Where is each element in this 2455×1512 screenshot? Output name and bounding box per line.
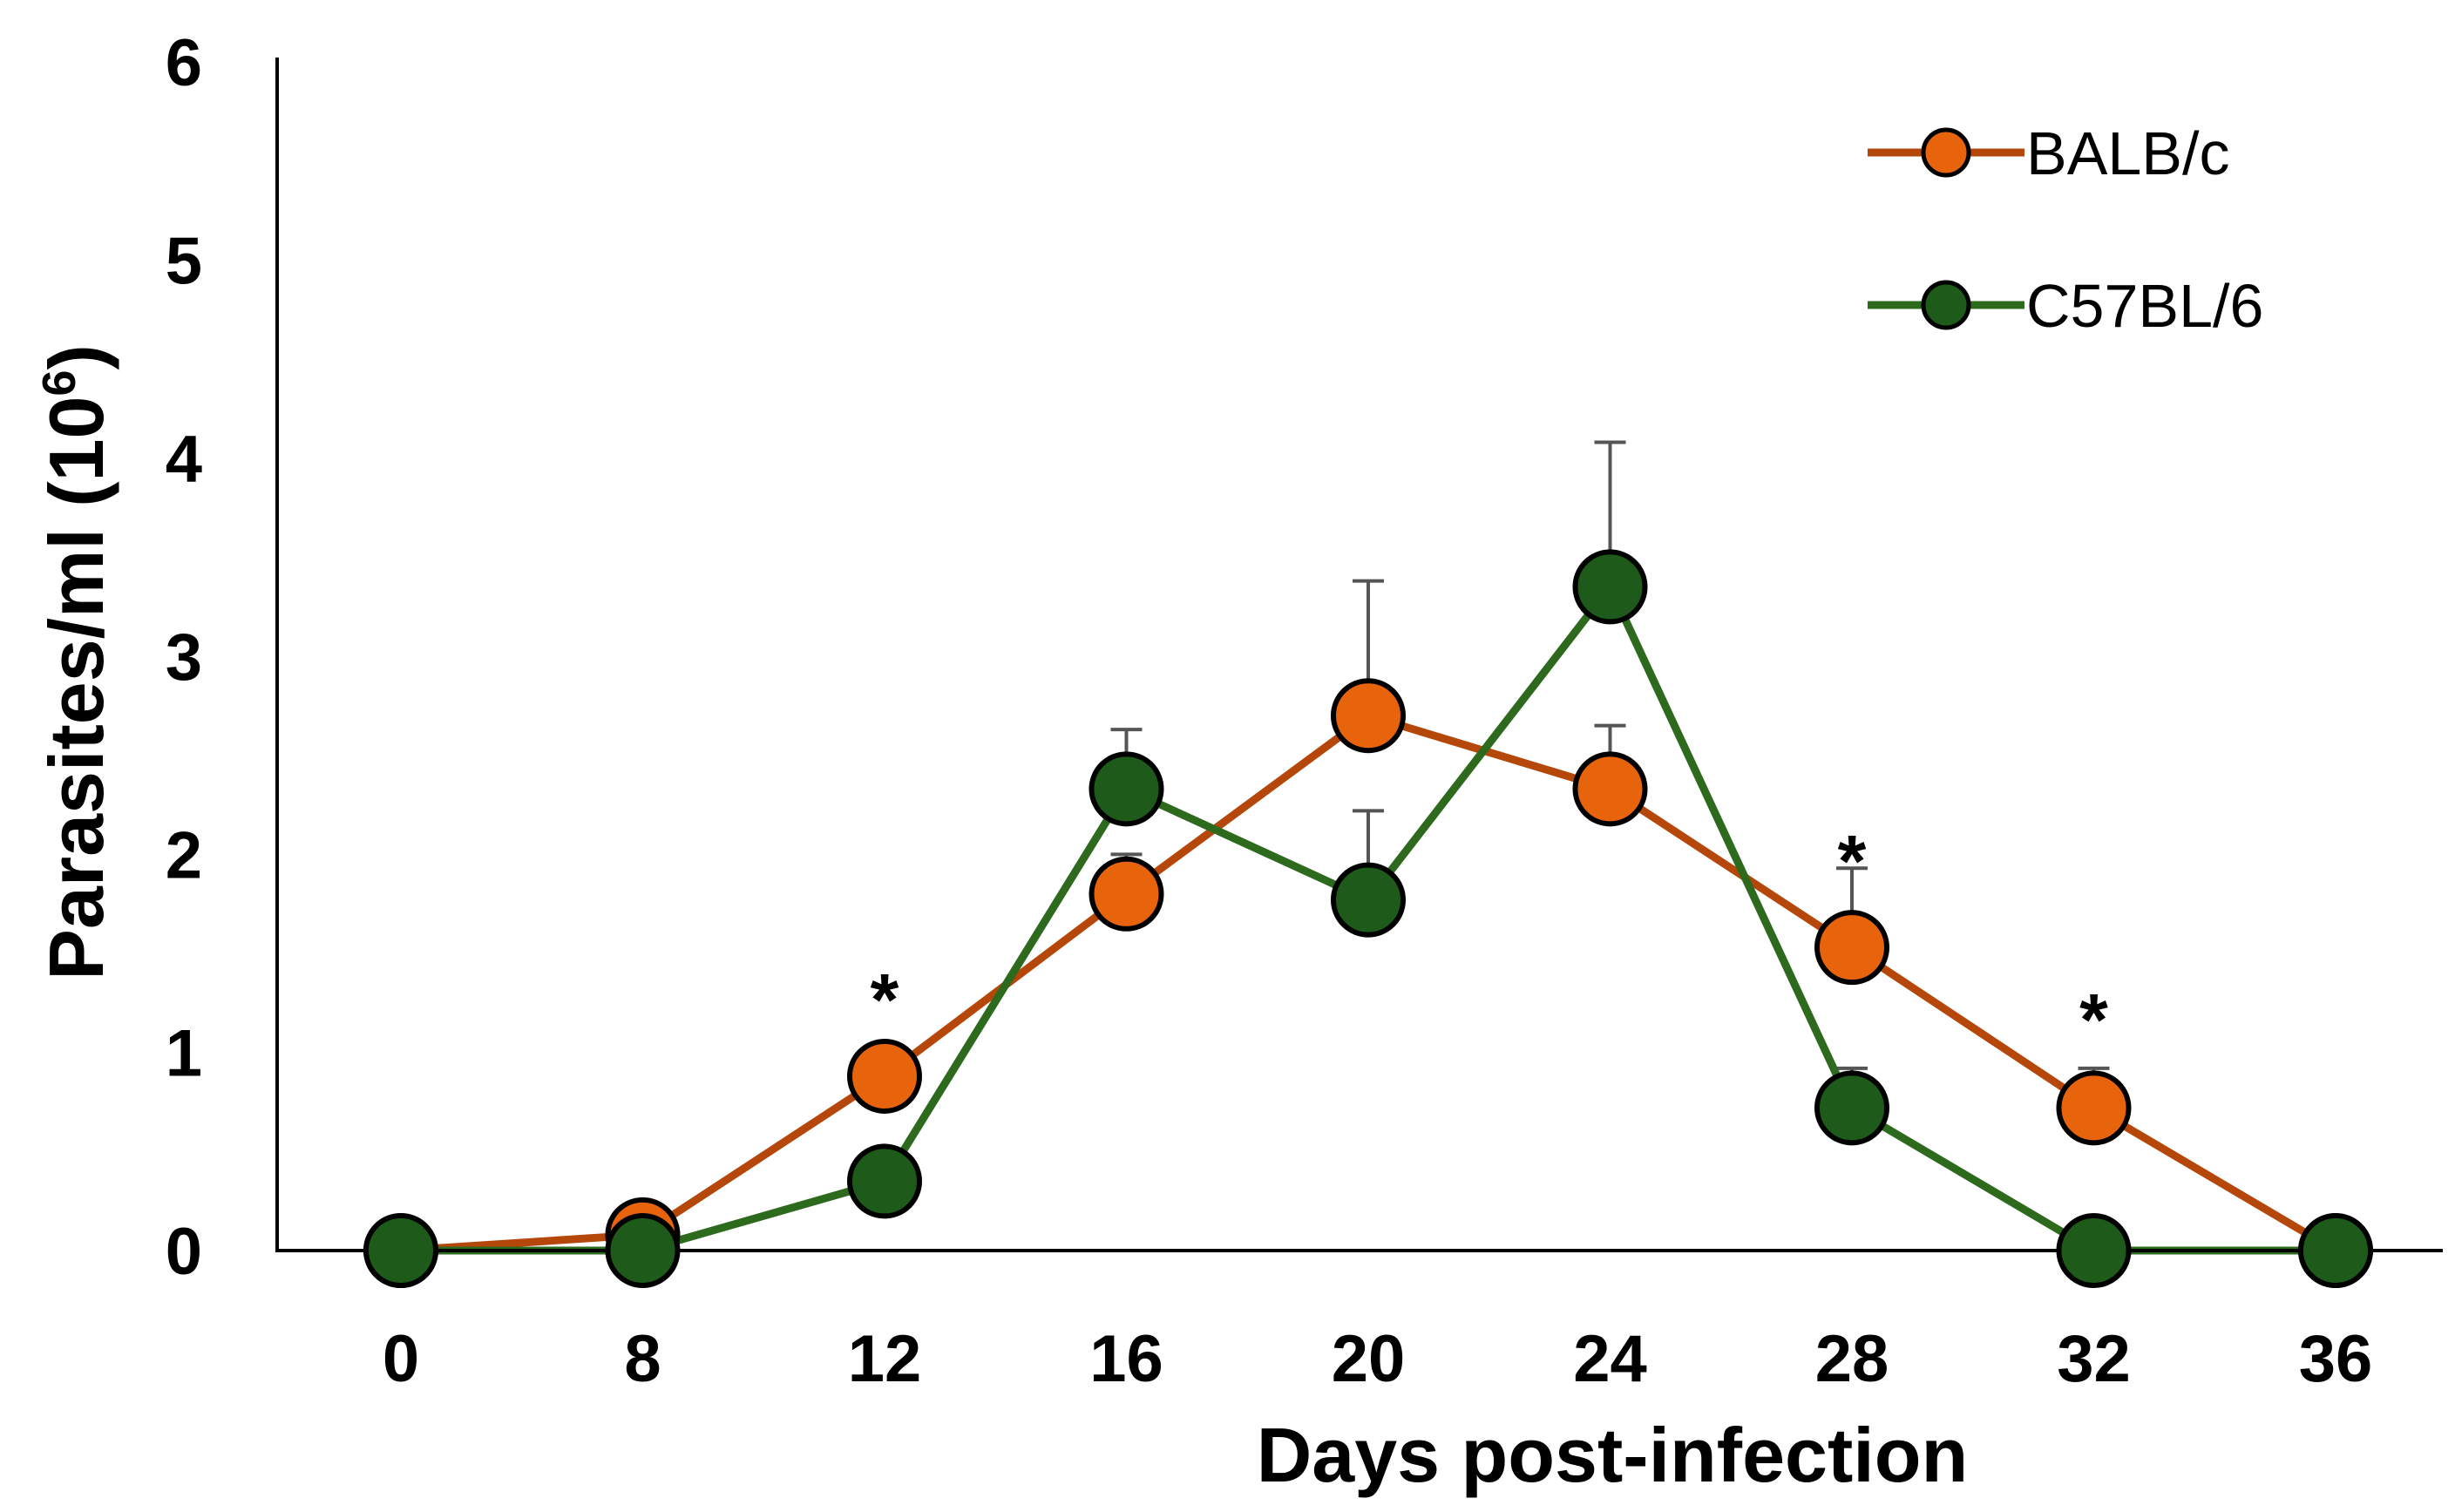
y-axis-title-exponent: 6 <box>33 370 85 397</box>
y-axis-title: Parasites/ml (106) <box>33 344 119 980</box>
legend-marker-c57bl6 <box>1921 280 1971 330</box>
significance-asterisk: * <box>871 959 899 1041</box>
data-point-c57bl6 <box>1814 1070 1889 1146</box>
y-axis-title-close: ) <box>33 344 119 370</box>
data-point-c57bl6 <box>1572 549 1648 625</box>
series-line-balbc <box>400 711 2338 1255</box>
x-tick-label: 20 <box>1332 1322 1406 1396</box>
data-point-c57bl6 <box>2056 1213 2132 1288</box>
data-point-c57bl6 <box>605 1213 681 1288</box>
y-tick-label: 5 <box>166 224 202 298</box>
y-tick-label: 0 <box>166 1215 202 1289</box>
y-tick-label: 2 <box>166 818 202 892</box>
x-tick-label: 28 <box>1815 1322 1889 1396</box>
legend-entry-balbc: BALB/c <box>1868 119 2229 187</box>
x-tick-label: 12 <box>848 1322 922 1396</box>
y-tick-label: 1 <box>166 1017 202 1091</box>
series-markers <box>363 549 2373 1288</box>
data-point-balbc <box>1814 910 1889 986</box>
x-tick-label: 8 <box>624 1322 661 1396</box>
legend-marker-balbc <box>1921 127 1971 178</box>
y-tick-label: 3 <box>166 620 202 695</box>
x-tick-label: 16 <box>1089 1322 1163 1396</box>
data-point-balbc <box>1572 751 1648 827</box>
data-point-c57bl6 <box>2298 1213 2373 1288</box>
x-tick-label: 32 <box>2057 1322 2131 1396</box>
y-axis-title-main: Parasites/ml (10 <box>33 397 119 980</box>
x-axis-title: Days post-infection <box>1257 1412 1969 1498</box>
data-point-c57bl6 <box>363 1213 438 1288</box>
data-point-balbc <box>1088 856 1164 932</box>
data-point-c57bl6 <box>1331 862 1406 938</box>
y-tick-label: 6 <box>166 26 202 100</box>
legend-label-c57bl6: C57BL/6 <box>2026 272 2263 340</box>
data-point-balbc <box>2056 1070 2132 1146</box>
y-tick-label: 4 <box>166 423 202 497</box>
axes <box>275 58 2443 1252</box>
legend: BALB/c C57BL/6 <box>1868 119 2263 340</box>
legend-label-balbc: BALB/c <box>2026 119 2229 187</box>
data-point-c57bl6 <box>1088 751 1164 827</box>
x-tick-label: 36 <box>2299 1322 2373 1396</box>
data-point-balbc <box>847 1038 922 1114</box>
significance-asterisk: * <box>1838 820 1867 902</box>
data-point-c57bl6 <box>847 1143 922 1219</box>
legend-entry-c57bl6: C57BL/6 <box>1868 272 2263 340</box>
significance-asterisk: * <box>2079 979 2108 1061</box>
significance-marks: * * * <box>871 820 2109 1061</box>
x-tick-label: 0 <box>383 1322 419 1396</box>
x-tick-label: 24 <box>1573 1322 1647 1396</box>
data-point-balbc <box>1331 678 1406 754</box>
